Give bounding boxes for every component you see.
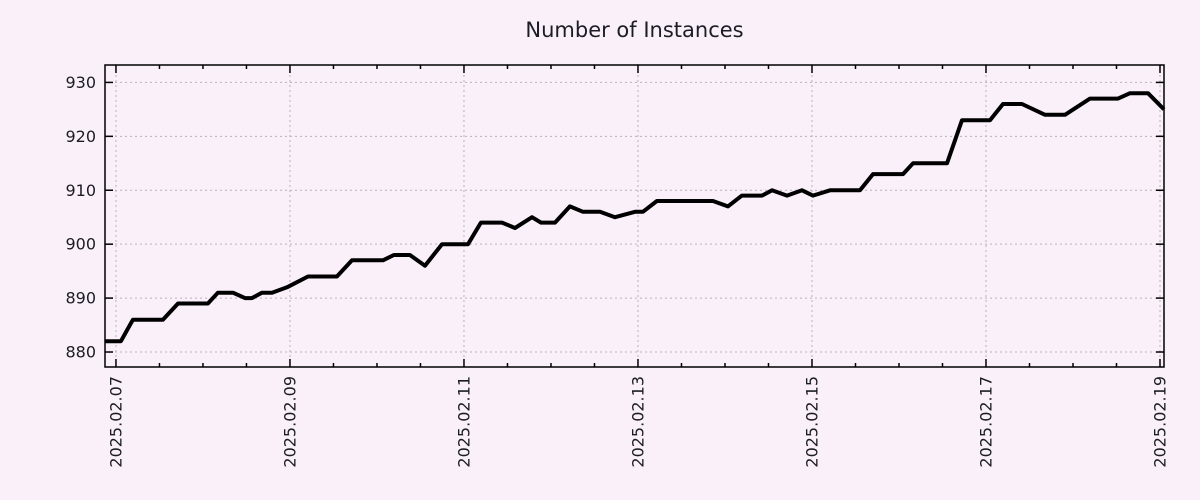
plot-border [104,64,1165,368]
y-tick-label: 930 [65,73,96,92]
y-tick-label: 920 [65,127,96,146]
label-layer: 880 890 900 910 920 930 2025.02.07 2025.02.09 20… [65,73,1169,468]
y-tick-label: 910 [65,181,96,200]
x-tick-label: 2025.02.09 [280,376,299,468]
series-layer [105,91,1166,344]
y-tick-label: 880 [65,343,96,362]
y-tick-label: 890 [65,289,96,308]
chart-title: Number of Instances [525,18,743,42]
tick-layer [105,65,1164,367]
x-tick-label: 2025.02.13 [628,376,647,468]
data-line-instances [105,91,1166,344]
x-tick-label: 2025.02.15 [802,376,821,468]
x-tick-label: 2025.02.11 [454,376,473,468]
x-tick-label: 2025.02.19 [1150,376,1169,468]
x-tick-label: 2025.02.17 [976,376,995,468]
y-tick-label: 900 [65,235,96,254]
grid-layer [105,65,1164,367]
x-tick-label: 2025.02.07 [106,376,125,468]
